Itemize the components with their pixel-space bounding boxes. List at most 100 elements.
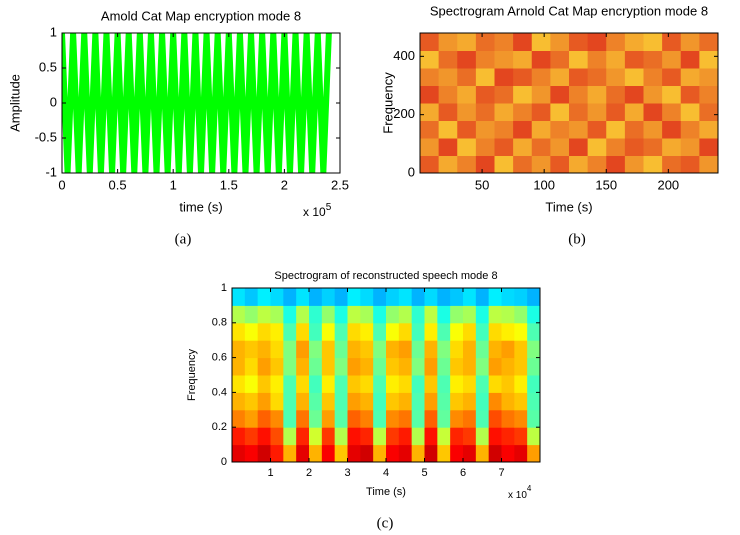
heatmap-cell [680, 33, 700, 51]
heatmap-cell [457, 138, 477, 156]
heatmap-cell [296, 322, 310, 341]
heatmap-cell [488, 288, 502, 306]
heatmap-cell [513, 138, 533, 156]
heatmap-cell [527, 357, 541, 376]
heatmap-cell [360, 375, 374, 393]
heatmap-cell [569, 85, 589, 104]
heatmap-cell [386, 392, 400, 411]
x-tick-label: 100 [533, 177, 555, 192]
heatmap-cell [420, 68, 440, 86]
heatmap-cell [257, 444, 271, 463]
heatmap-cell [424, 392, 438, 411]
heatmap-cell [360, 340, 374, 359]
heatmap-cell [438, 103, 458, 121]
heatmap-cell [244, 322, 259, 341]
heatmap-cell [386, 427, 400, 446]
heatmap-cell [309, 357, 323, 376]
heatmap-cell [475, 375, 490, 393]
x-tick-label: 1 [170, 177, 177, 192]
heatmap-cell [270, 340, 284, 359]
heatmap-cell [309, 444, 323, 463]
heatmap-cell [606, 138, 626, 156]
heatmap-cell [283, 427, 297, 446]
chart: 0 200 400 50 100 150 200 Spectrogram Arnold Cat… [380, 3, 719, 247]
heatmap-cell [550, 138, 570, 156]
heatmap-cell [420, 138, 440, 156]
heatmap-cell [643, 155, 663, 174]
heatmap-cell [501, 288, 515, 306]
heatmap-cell [347, 427, 361, 446]
heatmap-cell [494, 33, 514, 51]
x-tick-label: 7 [498, 467, 504, 479]
heatmap-cell [494, 50, 514, 69]
heatmap-cell [513, 85, 533, 104]
y-tick-label: 0.5 [39, 59, 57, 74]
x-multiplier: x 104 [508, 484, 532, 501]
heatmap-cell [475, 340, 490, 359]
heatmap-cell [373, 340, 387, 359]
heatmap-cell [360, 322, 374, 341]
heatmap-cell [450, 392, 464, 411]
heatmap-cell [550, 120, 570, 139]
y-tick-label: 0.8 [212, 317, 227, 329]
heatmap-cell [699, 68, 719, 86]
heatmap-cell [463, 357, 477, 376]
heatmap-cell [494, 155, 514, 174]
heatmap-cell [283, 392, 297, 411]
heatmap-cell [643, 33, 663, 51]
heatmap-cell [475, 103, 495, 121]
heatmap-cell [699, 103, 719, 121]
heatmap-cell [475, 444, 490, 463]
heatmap-cell [386, 288, 400, 306]
heatmap-cell [488, 357, 502, 376]
heatmap-cell [680, 138, 700, 156]
heatmap-cell [488, 409, 502, 428]
heatmap-cell [488, 375, 502, 393]
heatmap-cell [606, 85, 626, 104]
heatmap-cell [411, 444, 425, 463]
heatmap-cell [643, 120, 663, 139]
heatmap-cell [373, 288, 387, 306]
y-tick-label: 0 [408, 164, 415, 179]
x-tick-label: 50 [475, 177, 489, 192]
heatmap-cell [475, 305, 490, 324]
heatmap-cell [680, 120, 700, 139]
heatmap-cell [699, 33, 719, 51]
heatmap-cell [309, 375, 323, 393]
y-tick-label: 200 [393, 106, 415, 121]
heatmap-cell [501, 340, 515, 359]
heatmap-cell [527, 444, 541, 463]
heatmap-cell [463, 288, 477, 306]
heatmap-cell [437, 305, 451, 324]
heatmap-cell [257, 375, 271, 393]
heatmap-cell [334, 288, 348, 306]
heatmap-cell [398, 427, 413, 446]
heatmap-cell [386, 357, 400, 376]
x-multiplier-exponent: 5 [326, 202, 332, 213]
heatmap-cell [569, 33, 589, 51]
heatmap-cell [257, 357, 271, 376]
y-tick-label: -1 [45, 164, 57, 179]
heatmap-cell [347, 305, 361, 324]
x-axis-label: Time (s) [545, 199, 592, 214]
y-tick-label: 0.2 [212, 421, 227, 433]
heatmap-cell [550, 33, 570, 51]
heatmap-cell [411, 288, 425, 306]
heatmap-cell [438, 138, 458, 156]
heatmap-cell [411, 375, 425, 393]
heatmap-cell [450, 444, 464, 463]
heatmap-cell [411, 392, 425, 411]
heatmap-cell [662, 155, 682, 174]
heatmap-cell [270, 392, 284, 411]
heatmap-cell [527, 375, 541, 393]
heatmap-cell [501, 357, 515, 376]
heatmap-cell [334, 444, 348, 463]
x-tick-label: 0.5 [109, 177, 127, 192]
heatmap-cell [531, 85, 551, 104]
heatmap-cell [587, 50, 607, 69]
heatmap-cell [699, 138, 719, 156]
heatmap-cell [398, 340, 413, 359]
heatmap-cell [420, 33, 440, 51]
heatmap-cell [513, 103, 533, 121]
heatmap-cell [494, 68, 514, 86]
